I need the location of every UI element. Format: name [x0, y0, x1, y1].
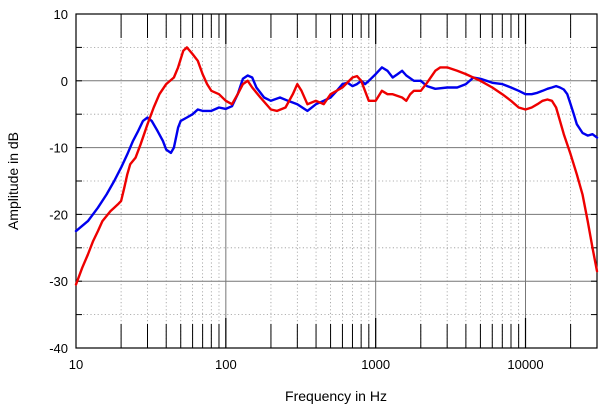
series-group [74, 46, 599, 286]
x-tick-labels: 10 100 1000 10000 [69, 357, 544, 372]
x-tick-label: 10 [69, 357, 83, 372]
y-tick-label: -40 [49, 341, 68, 356]
y-tick-label: 10 [54, 7, 68, 22]
y-tick-label: 0 [61, 74, 68, 89]
tick-marks [76, 13, 598, 349]
y-tick-label: -20 [49, 207, 68, 222]
y-tick-label: -30 [49, 274, 68, 289]
x-tick-label: 10000 [507, 357, 543, 372]
x-axis-title: Frequency in Hz [285, 388, 387, 404]
x-tick-label: 1000 [361, 357, 390, 372]
series-line-2 [74, 46, 599, 286]
grid [76, 14, 598, 348]
x-tick-label: 100 [215, 357, 237, 372]
y-tick-labels: 10 0 -10 -20 -30 -40 [49, 7, 68, 356]
y-axis-title: Amplitude in dB [5, 132, 21, 230]
plot-area-border [75, 13, 598, 349]
y-tick-label: -10 [49, 141, 68, 156]
